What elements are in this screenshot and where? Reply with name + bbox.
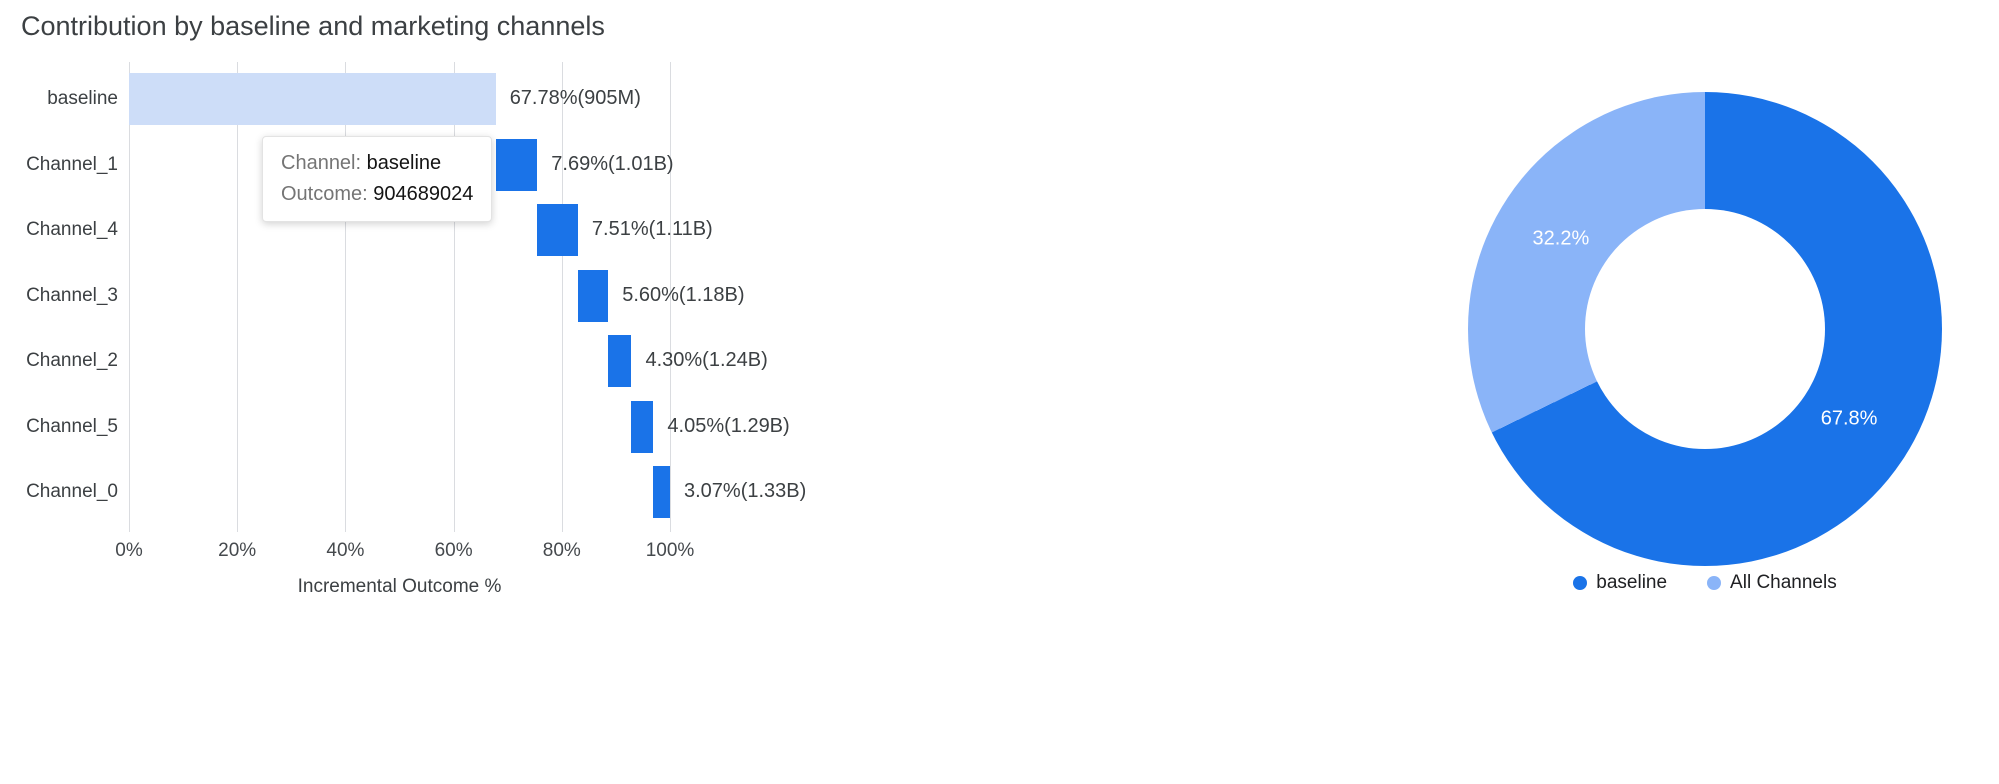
y-axis-label-Channel_2: Channel_2 [26, 350, 118, 371]
page-title: Contribution by baseline and marketing c… [21, 11, 605, 41]
donut-slice-label-baseline: 67.8% [1820, 407, 1878, 430]
waterfall-bar-Channel_0[interactable] [653, 466, 670, 518]
y-axis-label-Channel_1: Channel_1 [26, 153, 118, 175]
legend-label-baseline: baseline [1596, 572, 1668, 593]
y-axis-label-baseline: baseline [47, 88, 118, 109]
legend-label-all-channels: All Channels [1730, 572, 1837, 593]
y-axis-label-Channel_3: Channel_3 [26, 284, 118, 306]
donut-legend: baseline All Channels [1468, 572, 1942, 594]
tooltip-channel-label: Channel: [281, 152, 362, 174]
x-tick-label: 20% [218, 540, 257, 561]
bar-value-label-Channel_1: 7.69%(1.01B) [551, 152, 674, 175]
waterfall-bar-Channel_2[interactable] [608, 335, 632, 387]
x-axis-title: Incremental Outcome % [297, 576, 502, 597]
gridline [237, 62, 239, 532]
gridline [129, 62, 130, 532]
legend-swatch-all-channels [1707, 576, 1722, 590]
x-tick-label: 60% [434, 540, 473, 561]
x-tick-label: 40% [326, 540, 365, 561]
gridline [453, 62, 455, 532]
waterfall-bar-Channel_3[interactable] [577, 269, 609, 322]
x-tick-label: 100% [645, 540, 695, 561]
waterfall-bar-Channel_5[interactable] [631, 400, 654, 453]
y-axis-label-Channel_4: Channel_4 [26, 219, 118, 240]
legend-item-baseline[interactable]: baseline [1573, 572, 1667, 594]
waterfall-bar-baseline[interactable] [129, 73, 496, 125]
gridline [345, 62, 347, 532]
bar-value-label-Channel_0: 3.07%(1.33B) [684, 480, 807, 502]
chart-tooltip: Channel: baseline Outcome: 904689024 [262, 136, 493, 222]
y-axis-label-Channel_0: Channel_0 [26, 481, 118, 502]
donut-hole [1585, 209, 1825, 449]
donut-chart[interactable]: 67.8% 32.2% [1468, 92, 1942, 566]
waterfall-bar-Channel_1[interactable] [495, 138, 538, 191]
waterfall-bar-Channel_4[interactable] [537, 204, 578, 256]
tooltip-channel-line: Channel: baseline [281, 148, 473, 179]
x-tick-label: 80% [542, 540, 581, 561]
bar-value-label-Channel_4: 7.51%(1.11B) [591, 218, 713, 240]
x-tick-label: 0% [115, 540, 143, 561]
bar-value-label-Channel_3: 5.60%(1.18B) [622, 283, 745, 306]
tooltip-outcome-line: Outcome: 904689024 [281, 179, 473, 210]
tooltip-outcome-label: Outcome: [281, 183, 368, 205]
donut-slice-label-all-channels: 32.2% [1532, 227, 1590, 250]
gridline [561, 62, 563, 532]
bar-value-label-Channel_2: 4.30%(1.24B) [645, 349, 768, 371]
tooltip-outcome-value: 904689024 [373, 183, 474, 205]
gridline [670, 62, 671, 532]
y-axis-label-Channel_5: Channel_5 [26, 415, 118, 437]
legend-swatch-baseline [1573, 576, 1588, 590]
bar-value-label-Channel_5: 4.05%(1.29B) [667, 414, 790, 437]
waterfall-chart: 0% 20% 40% 60% 80% 100% baseline 67.78%(905M) Ch… [26, 62, 807, 561]
bar-value-label-baseline: 67.78%(905M) [509, 87, 641, 109]
tooltip-channel-value: baseline [366, 152, 442, 174]
legend-item-all-channels[interactable]: All Channels [1707, 572, 1837, 594]
